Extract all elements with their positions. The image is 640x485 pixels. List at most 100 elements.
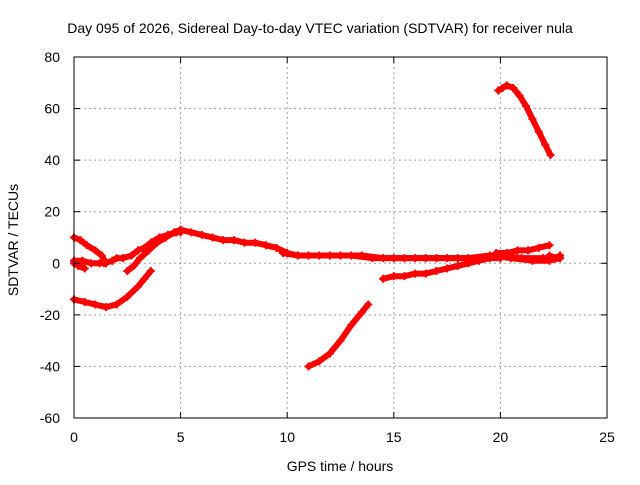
data-point <box>272 243 281 252</box>
data-point <box>485 254 494 263</box>
x-tick-label: 25 <box>599 429 615 445</box>
axis-ticks <box>73 56 608 419</box>
data-point <box>108 256 117 265</box>
data-point <box>464 259 473 268</box>
data-point <box>545 241 554 250</box>
data-point <box>112 300 121 309</box>
data-point <box>475 256 484 265</box>
data-point <box>400 254 409 263</box>
data-point <box>119 254 128 263</box>
data-point <box>161 233 170 242</box>
x-tick-label: 10 <box>279 429 295 445</box>
chart-title: Day 095 of 2026, Sidereal Day-to-day VTE… <box>67 20 573 36</box>
series-arc4 <box>70 267 155 312</box>
data-point <box>80 264 89 273</box>
data-point <box>443 264 452 273</box>
data-point <box>99 259 108 268</box>
series-layer <box>70 81 565 371</box>
data-point <box>97 251 106 260</box>
y-tick-label: 20 <box>44 204 60 220</box>
data-point <box>208 233 217 242</box>
series-arc10 <box>492 241 554 257</box>
data-point <box>101 303 110 312</box>
data-point <box>325 349 334 358</box>
y-tick-label: 0 <box>52 255 60 271</box>
series-line <box>495 82 554 158</box>
data-point <box>502 81 511 90</box>
data-point <box>153 238 162 247</box>
data-point <box>379 254 388 263</box>
data-point <box>528 114 537 123</box>
data-point <box>336 336 345 345</box>
y-tick-label: -20 <box>40 307 60 323</box>
data-point <box>129 261 138 270</box>
data-point <box>140 274 149 283</box>
series-arc7 <box>278 248 565 265</box>
data-point <box>123 267 132 276</box>
series-arc12 <box>494 81 555 159</box>
data-point <box>123 292 132 301</box>
data-point <box>364 300 373 309</box>
data-point <box>91 246 100 255</box>
data-point <box>494 86 503 95</box>
data-point <box>82 241 91 250</box>
data-point <box>293 251 302 260</box>
data-point <box>524 246 533 255</box>
x-tick-label: 0 <box>70 429 78 445</box>
data-point <box>528 256 537 265</box>
y-tick-label: 80 <box>44 49 60 65</box>
data-point <box>278 248 287 257</box>
data-point <box>78 256 87 265</box>
series-arc9 <box>379 254 505 283</box>
data-point <box>534 243 543 252</box>
plot-frame <box>73 56 608 419</box>
series-arc11 <box>545 251 565 263</box>
data-point <box>261 241 270 250</box>
data-point <box>251 238 260 247</box>
data-point <box>315 357 324 366</box>
data-point <box>513 246 522 255</box>
data-point <box>315 251 324 260</box>
data-point <box>144 246 153 255</box>
data-point <box>219 236 228 245</box>
x-tick-label: 15 <box>386 429 402 445</box>
data-point <box>136 254 145 263</box>
y-axis-label: SDTVAR / TECUs <box>5 184 21 296</box>
data-point <box>541 140 550 149</box>
data-point <box>507 254 516 263</box>
data-point <box>357 251 366 260</box>
data-point <box>551 254 560 263</box>
data-point <box>357 308 366 317</box>
data-point <box>347 321 356 330</box>
data-point <box>229 236 238 245</box>
y-tick-labels: -60 -40 -20 0 20 40 60 80 <box>40 49 60 426</box>
data-point <box>389 272 398 281</box>
data-point <box>534 127 543 136</box>
data-point <box>76 236 85 245</box>
data-point <box>545 251 554 260</box>
data-point <box>492 248 501 257</box>
data-point <box>443 254 452 263</box>
data-point <box>304 362 313 371</box>
data-point <box>502 248 511 257</box>
data-point <box>197 230 206 239</box>
data-point <box>421 254 430 263</box>
data-point <box>498 83 507 92</box>
x-tick-label: 5 <box>177 429 185 445</box>
data-point <box>133 246 142 255</box>
data-point <box>546 150 555 159</box>
x-axis-label: GPS time / hours <box>287 458 394 474</box>
data-point <box>411 269 420 278</box>
grid-lines <box>74 57 607 418</box>
data-point <box>432 267 441 276</box>
data-point <box>127 251 136 260</box>
data-point <box>509 83 518 92</box>
data-point <box>515 91 524 100</box>
data-point <box>170 228 179 237</box>
data-point <box>187 228 196 237</box>
y-tick-label: -60 <box>40 410 60 426</box>
data-point <box>453 261 462 270</box>
